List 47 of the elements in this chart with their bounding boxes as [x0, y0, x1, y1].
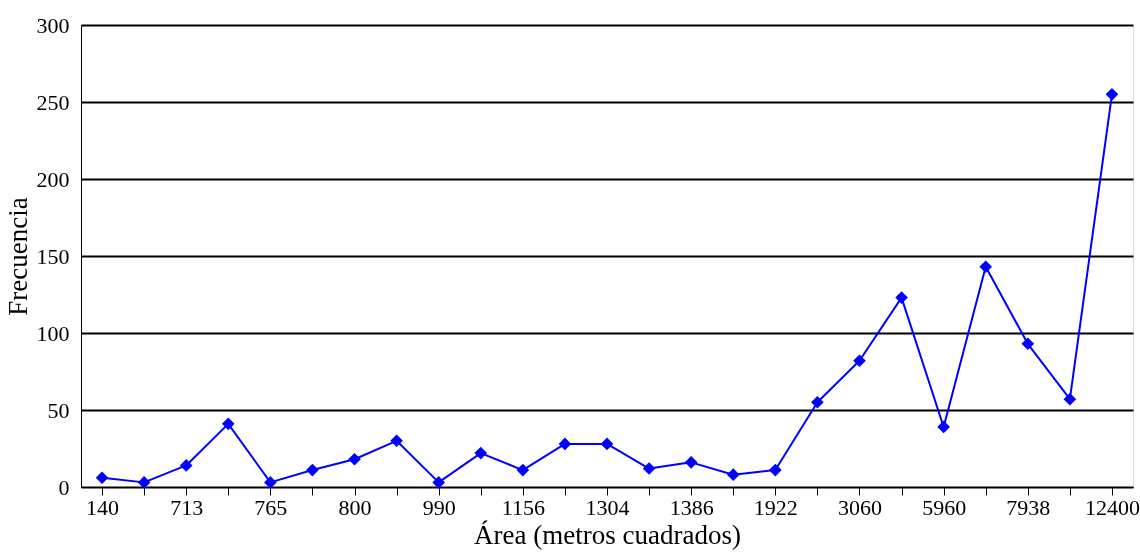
point	[390, 434, 403, 448]
point	[895, 291, 908, 304]
point	[642, 462, 656, 475]
point	[1105, 87, 1119, 101]
point	[95, 471, 109, 485]
point	[264, 476, 277, 489]
x-tick-label: 3060	[837, 494, 882, 520]
y-tick-label: 250	[36, 89, 70, 115]
x-tick-label: 7938	[1006, 494, 1051, 520]
point	[937, 420, 950, 434]
x-tick-label: 990	[422, 494, 456, 520]
point	[600, 437, 614, 451]
point	[684, 456, 698, 469]
x-tick-label: 1304	[585, 494, 630, 520]
y-tick-label: 50	[47, 397, 70, 423]
point	[558, 437, 572, 451]
x-tick-label: 5960	[922, 494, 967, 520]
x-tick-label: 765	[254, 494, 288, 520]
x-tick-label: 1922	[753, 494, 798, 520]
point	[853, 354, 866, 368]
point	[221, 417, 235, 431]
x-tick-label: 1386	[669, 494, 714, 520]
y-tick-label: 150	[36, 243, 70, 269]
point	[179, 459, 193, 472]
point	[432, 476, 445, 489]
x-axis-title: Área (metros cuadrados)	[474, 519, 741, 550]
x-tick-label: 140	[86, 494, 120, 520]
point	[769, 463, 782, 477]
x-tick-label: 1156	[501, 494, 545, 520]
point	[1021, 337, 1035, 351]
point	[726, 468, 740, 481]
x-tick-label: 713	[170, 494, 204, 520]
y-axis-title: Frecuencia	[2, 197, 33, 316]
point	[474, 446, 488, 460]
point	[306, 463, 319, 477]
point	[516, 463, 530, 477]
x-tick-label: 12400	[1084, 494, 1140, 520]
point	[137, 476, 151, 489]
point	[811, 395, 824, 409]
y-tick-label: 100	[36, 320, 70, 346]
point	[348, 452, 361, 466]
point	[979, 260, 993, 274]
point	[1063, 392, 1077, 406]
y-tick-label: 200	[36, 166, 70, 192]
y-tick-label: 300	[36, 12, 70, 38]
x-tick-label: 800	[338, 494, 372, 520]
y-tick-label: 0	[58, 474, 70, 500]
